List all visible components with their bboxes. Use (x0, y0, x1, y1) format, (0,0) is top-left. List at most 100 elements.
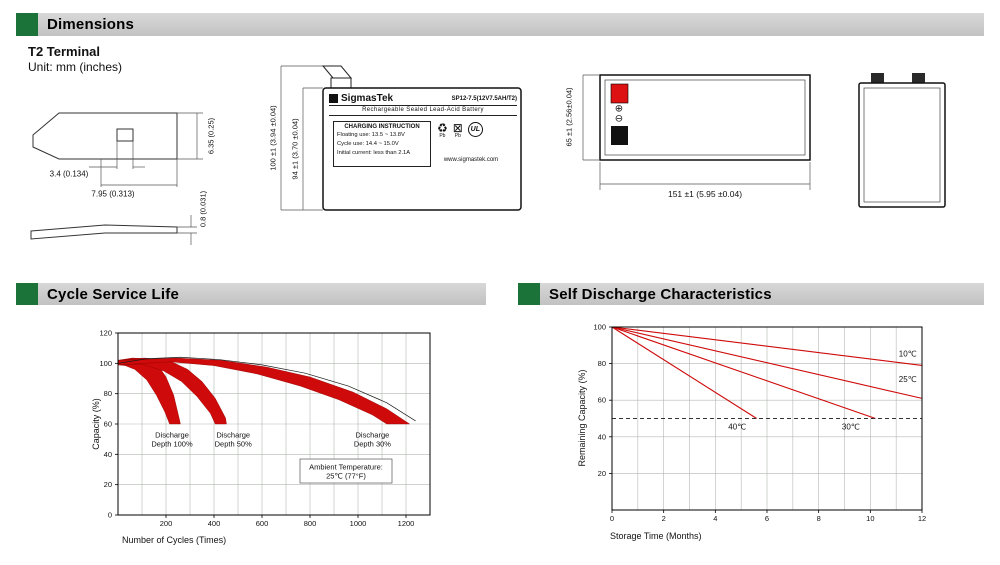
cycle-section-title: Cycle Service Life (38, 283, 486, 305)
battery-side-svg (858, 73, 946, 208)
svg-text:600: 600 (256, 519, 269, 528)
svg-text:0: 0 (108, 511, 112, 520)
label-divider (329, 105, 517, 106)
battery-terminal-tab (321, 65, 353, 89)
svg-text:120: 120 (99, 329, 112, 338)
svg-text:6: 6 (765, 514, 769, 523)
svg-text:25℃ (77°F): 25℃ (77°F) (326, 472, 366, 481)
terminal-tab-shape (32, 112, 178, 160)
svg-text:0: 0 (610, 514, 614, 523)
unit-label: Unit: mm (inches) (28, 60, 123, 74)
sliver-dimension-lines (177, 215, 197, 245)
dim-thickness: 0.8 (0.031) (198, 190, 208, 228)
label-divider-2 (329, 115, 517, 116)
svg-text:Discharge: Discharge (216, 431, 250, 440)
side-terminal-left (871, 73, 884, 84)
brand-name: SigmasTek (341, 92, 394, 104)
svg-text:400: 400 (208, 519, 221, 528)
terminal-type-label: T2 Terminal (28, 44, 101, 59)
battery-side-view (845, 55, 965, 220)
self-discharge-section-title: Self Discharge Characteristics (540, 283, 984, 305)
negative-terminal (611, 126, 628, 145)
svg-text:30℃: 30℃ (842, 422, 860, 431)
top-view-dimension-lines (582, 74, 811, 190)
cycle-life-plot: 200 400 600 800 1000 1200 0 20 40 60 80 100 120 Disch… (99, 329, 431, 528)
pb-label-2: Pb (454, 133, 461, 139)
recycle-glyph: ♻ (437, 121, 448, 135)
svg-text:80: 80 (104, 389, 112, 398)
no-trash-pb-icon: ⊠ Pb (453, 122, 463, 139)
self-discharge-y-axis-title: Remaining Capacity (%) (577, 369, 587, 467)
cycle-section-header: Cycle Service Life (16, 283, 486, 305)
svg-text:4: 4 (713, 514, 717, 523)
cycle-life-chart: 200 400 600 800 1000 1200 0 20 40 60 80 100 120 Disch… (30, 305, 500, 560)
svg-text:Depth 50%: Depth 50% (215, 440, 252, 449)
top-view-outer-case (599, 74, 811, 161)
pb-label: Pb (439, 133, 446, 139)
charging-line-initial: Initial current: less than 2.1A (337, 149, 411, 156)
dim-hole-width: 3.4 (0.134) (49, 169, 89, 179)
svg-text:12: 12 (918, 514, 926, 523)
negative-symbol: ⊖ (614, 113, 624, 125)
label-brand-row: SigmasTek SP12-7.5(12V7.5AH/T2) (329, 92, 517, 104)
dim-total-height: 100 ±1 (3.94 ±0.04) (268, 105, 278, 171)
svg-text:100: 100 (99, 359, 112, 368)
cycle-y-axis-title: Capacity (%) (91, 398, 101, 450)
terminal-detail-svg (30, 112, 203, 245)
ul-certification-icon: UL (467, 122, 483, 137)
self-discharge-x-axis-title: Storage Time (Months) (610, 531, 702, 541)
svg-text:800: 800 (304, 519, 317, 528)
dimensions-section-title: Dimensions (38, 13, 984, 36)
header-accent-square-3 (518, 283, 540, 305)
header-accent-square-2 (16, 283, 38, 305)
svg-text:Depth 100%: Depth 100% (151, 440, 193, 449)
dimensions-section-header: Dimensions (16, 13, 984, 36)
header-accent-square (16, 13, 38, 36)
dim-tab-width: 7.95 (0.313) (91, 189, 135, 199)
side-view-inner-case (863, 87, 941, 203)
svg-text:Discharge: Discharge (155, 431, 189, 440)
svg-text:25℃: 25℃ (899, 375, 917, 384)
side-view-outer-case (858, 82, 946, 208)
website-text: www.sigmastek.com (443, 157, 499, 163)
recycle-pb-icon: ♻ Pb (437, 122, 448, 139)
battery-type-line: Rechargeable Sealed Lead-Acid Battery (362, 107, 484, 113)
svg-text:1000: 1000 (350, 519, 367, 528)
dim-top-height: 65 ±1 (2.56±0.04) (564, 87, 574, 147)
charging-line-floating: Floating use: 13.5 ~ 13.8V (337, 132, 405, 138)
charging-instruction-box: CHARGING INSTRUCTION Floating use: 13.5 … (333, 121, 431, 167)
svg-text:2: 2 (662, 514, 666, 523)
terminal-side-sliver (30, 224, 178, 240)
svg-text:20: 20 (104, 480, 112, 489)
sigmastek-logo-icon (329, 93, 338, 103)
model-number: SP12-7.5(12V7.5AH/T2) (451, 96, 517, 102)
svg-text:60: 60 (598, 396, 606, 405)
svg-text:40: 40 (598, 432, 606, 441)
svg-text:10: 10 (866, 514, 874, 523)
svg-text:10℃: 10℃ (899, 349, 917, 358)
battery-top-view: ⊕ ⊖ 65 ±1 (2.56±0.04) 151 ±1 (5.95 ±0.04… (555, 60, 855, 210)
dim-tab-height: 6.35 (0.25) (206, 117, 216, 155)
positive-symbol: ⊕ (614, 103, 624, 115)
battery-top-svg (582, 74, 811, 190)
svg-text:Depth 30%: Depth 30% (354, 440, 391, 449)
side-terminal-right (912, 73, 925, 84)
svg-text:20: 20 (598, 469, 606, 478)
battery-front-view: 100 ±1 (3.94 ±0.04) 94 ±1 (3.70 ±0.04) S… (265, 60, 535, 260)
label-icons-row: ♻ Pb ⊠ Pb UL (437, 122, 517, 139)
svg-text:200: 200 (160, 519, 173, 528)
charging-instruction-title: CHARGING INSTRUCTION (344, 124, 420, 130)
dim-top-width: 151 ±1 (5.95 ±0.04) (667, 189, 743, 199)
svg-text:1200: 1200 (398, 519, 415, 528)
self-discharge-plot: 10℃ 25℃ 30℃ 40℃ 0 2 4 6 8 10 12 20 40 60 80 100 (593, 323, 926, 524)
terminal-dimension-lines (89, 112, 203, 187)
terminal-detail-drawing: 3.4 (0.134) 7.95 (0.313) 6.35 (0.25) 0.8… (25, 95, 255, 260)
svg-text:40℃: 40℃ (728, 422, 746, 431)
self-discharge-section-header: Self Discharge Characteristics (518, 283, 984, 305)
positive-terminal (610, 83, 629, 104)
svg-text:100: 100 (593, 323, 606, 332)
self-discharge-chart: 10℃ 25℃ 30℃ 40℃ 0 2 4 6 8 10 12 20 40 60 80 100 Remaini… (520, 305, 990, 560)
front-dimension-lines (280, 65, 335, 211)
svg-text:60: 60 (104, 420, 112, 429)
